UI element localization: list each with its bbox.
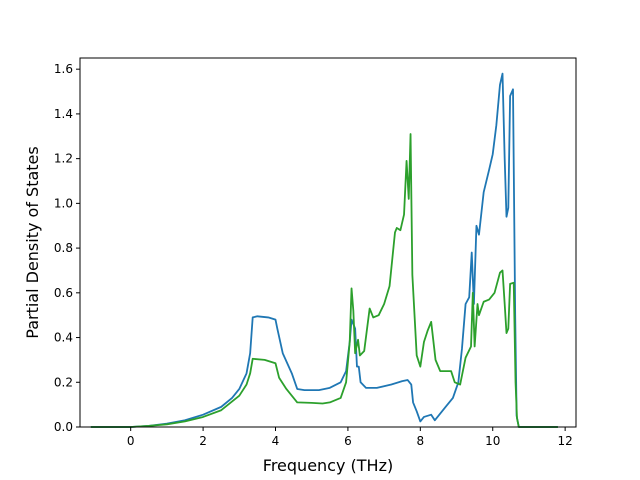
y-tick-label: 1.0 <box>54 196 73 210</box>
x-tick-label: 10 <box>485 434 500 448</box>
y-axis-label: Partial Density of States <box>23 146 42 338</box>
x-tick-label: 6 <box>344 434 352 448</box>
tick-layer: 0 2 4 6 8 10 12 0.0 0.2 0.4 0.6 0.8 1.0 1.2 1.4 1.6 <box>54 62 573 448</box>
x-tick-label: 4 <box>272 434 280 448</box>
series-layer <box>90 72 558 428</box>
y-tick-label: 1.6 <box>54 62 73 76</box>
x-axis-label: Frequency (THz) <box>263 456 393 475</box>
plot-frame <box>79 57 577 428</box>
x-tick-label: 0 <box>127 434 135 448</box>
x-tick-label: 2 <box>199 434 207 448</box>
x-tick-label: 12 <box>557 434 572 448</box>
y-tick-label: 0.8 <box>54 241 73 255</box>
series-line-2 <box>90 133 558 428</box>
x-tick-label: 8 <box>417 434 425 448</box>
y-tick-label: 0.6 <box>54 286 73 300</box>
y-tick-label: 0.0 <box>54 420 73 434</box>
y-tick-label: 1.2 <box>54 152 73 166</box>
y-tick-label: 0.2 <box>54 375 73 389</box>
series-line-1 <box>90 72 558 428</box>
y-tick-label: 0.4 <box>54 331 73 345</box>
y-tick-label: 1.4 <box>54 107 73 121</box>
